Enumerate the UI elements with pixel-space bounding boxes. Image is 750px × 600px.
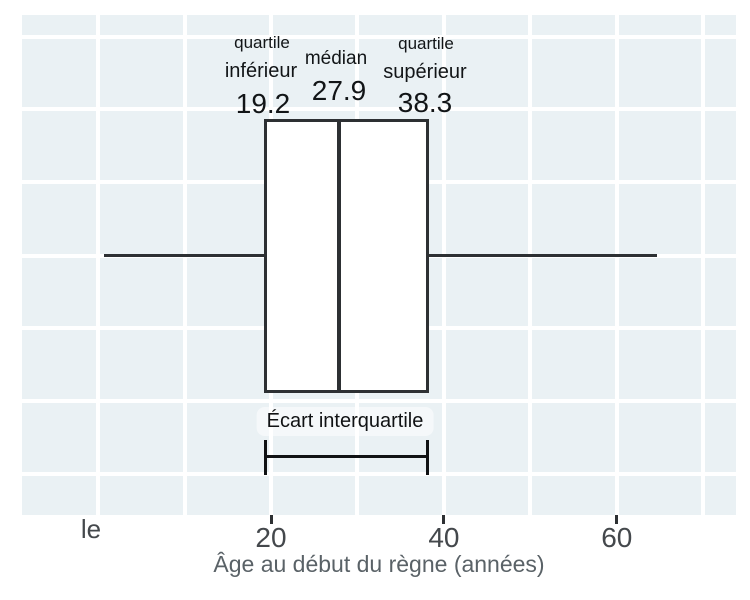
x-tick-label: 40 — [428, 522, 460, 553]
iqr-bracket — [264, 440, 430, 475]
q1-value-label: 19.2 — [235, 88, 291, 119]
vertical-gridline — [96, 15, 101, 515]
x-tick-mark — [269, 515, 273, 524]
horizontal-gridline — [22, 35, 736, 39]
iqr-label: Écart interquartile — [256, 407, 434, 436]
q3-label-line1: quartile — [398, 34, 454, 53]
horizontal-gridline — [22, 107, 736, 111]
misc-axis-label: le — [80, 514, 102, 544]
vertical-gridline — [701, 15, 706, 515]
vertical-gridline — [441, 15, 446, 515]
x-tick-mark — [615, 515, 619, 524]
upper-whisker — [429, 254, 658, 257]
q1-label-line1: quartile — [234, 33, 290, 52]
median-value-label: 27.9 — [311, 75, 367, 106]
q1-label-line2: inférieur — [224, 60, 298, 82]
q3-label-line2: supérieur — [383, 61, 467, 83]
x-tick-label: 60 — [601, 522, 633, 553]
x-axis-title: Âge au début du règne (années) — [213, 551, 545, 577]
horizontal-gridline — [22, 472, 736, 476]
x-tick-mark — [442, 515, 446, 524]
x-tick-label: 20 — [255, 522, 287, 553]
vertical-gridline — [528, 15, 533, 515]
vertical-gridline — [614, 15, 619, 515]
vertical-gridline — [182, 15, 187, 515]
box — [264, 119, 430, 393]
median-line — [337, 119, 342, 393]
q3-value-label: 38.3 — [397, 87, 453, 118]
lower-whisker — [104, 254, 265, 257]
median-label: médian — [304, 48, 368, 69]
iqr-bracket-bar — [267, 455, 427, 458]
horizontal-gridline — [22, 399, 736, 403]
